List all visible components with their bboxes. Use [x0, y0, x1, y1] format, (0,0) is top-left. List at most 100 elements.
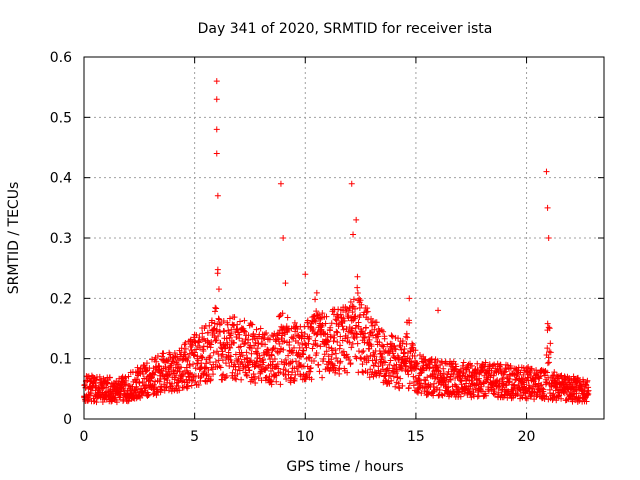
- data-point: [192, 365, 199, 372]
- data-point: [478, 383, 485, 390]
- data-point: [534, 370, 541, 377]
- data-point: [312, 318, 319, 325]
- data-point: [334, 329, 341, 336]
- data-point: [217, 328, 224, 335]
- data-point: [362, 330, 369, 337]
- data-point: [585, 387, 592, 394]
- data-point: [319, 374, 326, 381]
- data-point: [232, 351, 239, 358]
- data-point: [238, 349, 245, 356]
- data-point: [154, 353, 161, 360]
- data-point: [584, 377, 591, 384]
- data-point: [396, 385, 403, 392]
- data-point: [313, 289, 320, 296]
- data-point: [474, 360, 481, 367]
- data-point: [310, 358, 317, 365]
- data-point: [438, 359, 445, 366]
- data-point: [558, 395, 565, 402]
- data-point: [424, 374, 431, 381]
- data-point: [250, 370, 257, 377]
- data-point: [405, 384, 412, 391]
- data-point: [317, 315, 324, 322]
- data-point: [103, 380, 110, 387]
- data-point: [237, 343, 244, 350]
- data-point: [421, 357, 428, 364]
- data-point: [177, 364, 184, 371]
- data-point: [332, 347, 339, 354]
- data-point: [344, 353, 351, 360]
- x-tick-label: 10: [296, 429, 314, 445]
- data-point: [491, 391, 498, 398]
- x-tick-label: 15: [407, 429, 425, 445]
- data-point: [193, 346, 200, 353]
- data-point: [266, 336, 273, 343]
- data-point: [349, 309, 356, 316]
- data-point: [370, 332, 377, 339]
- data-point: [275, 329, 282, 336]
- data-point: [185, 383, 192, 390]
- data-point: [300, 347, 307, 354]
- data-point: [215, 315, 222, 322]
- data-point: [317, 343, 324, 350]
- data-point: [352, 305, 359, 312]
- data-point: [196, 334, 203, 341]
- data-point: [307, 368, 314, 375]
- data-point: [213, 78, 220, 85]
- data-point: [386, 361, 393, 368]
- data-point: [234, 370, 241, 377]
- data-point: [445, 384, 452, 391]
- data-point: [546, 325, 553, 332]
- data-point: [336, 359, 343, 366]
- data-point: [219, 351, 226, 358]
- data-point: [414, 360, 421, 367]
- data-point: [219, 357, 226, 364]
- data-point: [206, 359, 213, 366]
- data-point: [331, 362, 338, 369]
- data-point: [81, 381, 88, 388]
- data-point: [451, 366, 458, 373]
- data-point: [360, 347, 367, 354]
- data-point: [248, 350, 255, 357]
- data-point: [282, 356, 289, 363]
- data-point: [196, 339, 203, 346]
- data-point: [136, 380, 143, 387]
- data-point: [359, 349, 366, 356]
- data-point: [376, 339, 383, 346]
- data-point: [292, 358, 299, 365]
- data-point: [483, 392, 490, 399]
- data-point: [507, 364, 514, 371]
- data-point: [328, 356, 335, 363]
- data-point: [468, 362, 475, 369]
- y-tick-label: 0.5: [50, 110, 72, 126]
- data-point: [249, 321, 256, 328]
- data-point: [221, 328, 228, 335]
- data-point: [381, 335, 388, 342]
- data-point: [337, 358, 344, 365]
- data-point: [373, 319, 380, 326]
- data-point: [213, 305, 220, 312]
- data-point: [440, 365, 447, 372]
- data-point: [453, 363, 460, 370]
- data-point: [291, 375, 298, 382]
- data-point: [295, 349, 302, 356]
- data-point: [236, 367, 243, 374]
- data-point: [313, 350, 320, 357]
- data-point: [402, 333, 409, 340]
- data-point: [359, 368, 366, 375]
- data-point: [269, 346, 276, 353]
- data-point: [543, 168, 550, 175]
- data-point: [545, 324, 552, 331]
- data-point: [236, 331, 243, 338]
- data-point: [272, 345, 279, 352]
- data-point: [405, 371, 412, 378]
- data-point: [213, 96, 220, 103]
- data-point: [111, 395, 118, 402]
- data-point: [196, 344, 203, 351]
- data-point: [323, 348, 330, 355]
- data-point: [212, 337, 219, 344]
- data-point: [340, 315, 347, 322]
- data-point: [316, 368, 323, 375]
- data-point: [349, 325, 356, 332]
- data-point: [165, 387, 172, 394]
- data-point: [379, 366, 386, 373]
